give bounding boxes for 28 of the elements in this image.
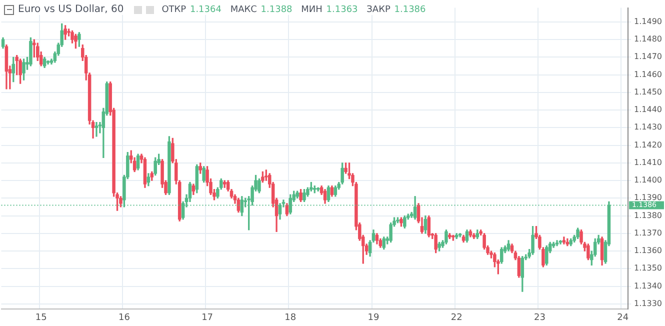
y-tick-label: 1.1480 [634, 34, 662, 44]
x-tick-label: 19 [368, 312, 380, 323]
chart-subtitle: ОТКР 1.1364 МАКС 1.1388 МИН 1.1363 ЗАКР 1.1386 [162, 4, 426, 14]
y-tick-label: 1.1470 [634, 52, 662, 62]
x-tick-label: 18 [284, 312, 296, 323]
y-tick-label: 1.1460 [634, 70, 662, 79]
chart-title: Euro vs US Dollar, 60 [18, 4, 124, 15]
y-tick-label: 1.1420 [634, 140, 662, 150]
x-tick-label: 23 [534, 312, 546, 323]
y-tick-label: 1.1430 [634, 122, 662, 132]
y-tick-label: 1.1400 [634, 176, 662, 185]
y-tick-label: 1.1340 [634, 281, 662, 290]
x-tick-label: 24 [617, 312, 629, 323]
x-tick-label: 15 [35, 312, 47, 323]
x-tick-label: 17 [202, 312, 214, 323]
y-tick-label: 1.1350 [634, 264, 662, 273]
y-tick-label: 1.1330 [634, 298, 662, 308]
y-tick-label: 1.1390 [634, 193, 662, 202]
y-tick-label: 1.1370 [634, 228, 662, 238]
y-tick-label: 1.1360 [634, 246, 662, 256]
y-tick-label: 1.1490 [634, 16, 662, 26]
y-tick-label: 1.1450 [634, 87, 662, 96]
y-tick-label: 1.1440 [634, 105, 662, 114]
y-tick-label: 1.1410 [634, 158, 662, 167]
candlestick [94, 122, 98, 137]
x-tick-label: 16 [118, 312, 130, 323]
x-tick-label: 22 [450, 312, 462, 323]
y-tick-label: 1.1380 [634, 210, 662, 220]
